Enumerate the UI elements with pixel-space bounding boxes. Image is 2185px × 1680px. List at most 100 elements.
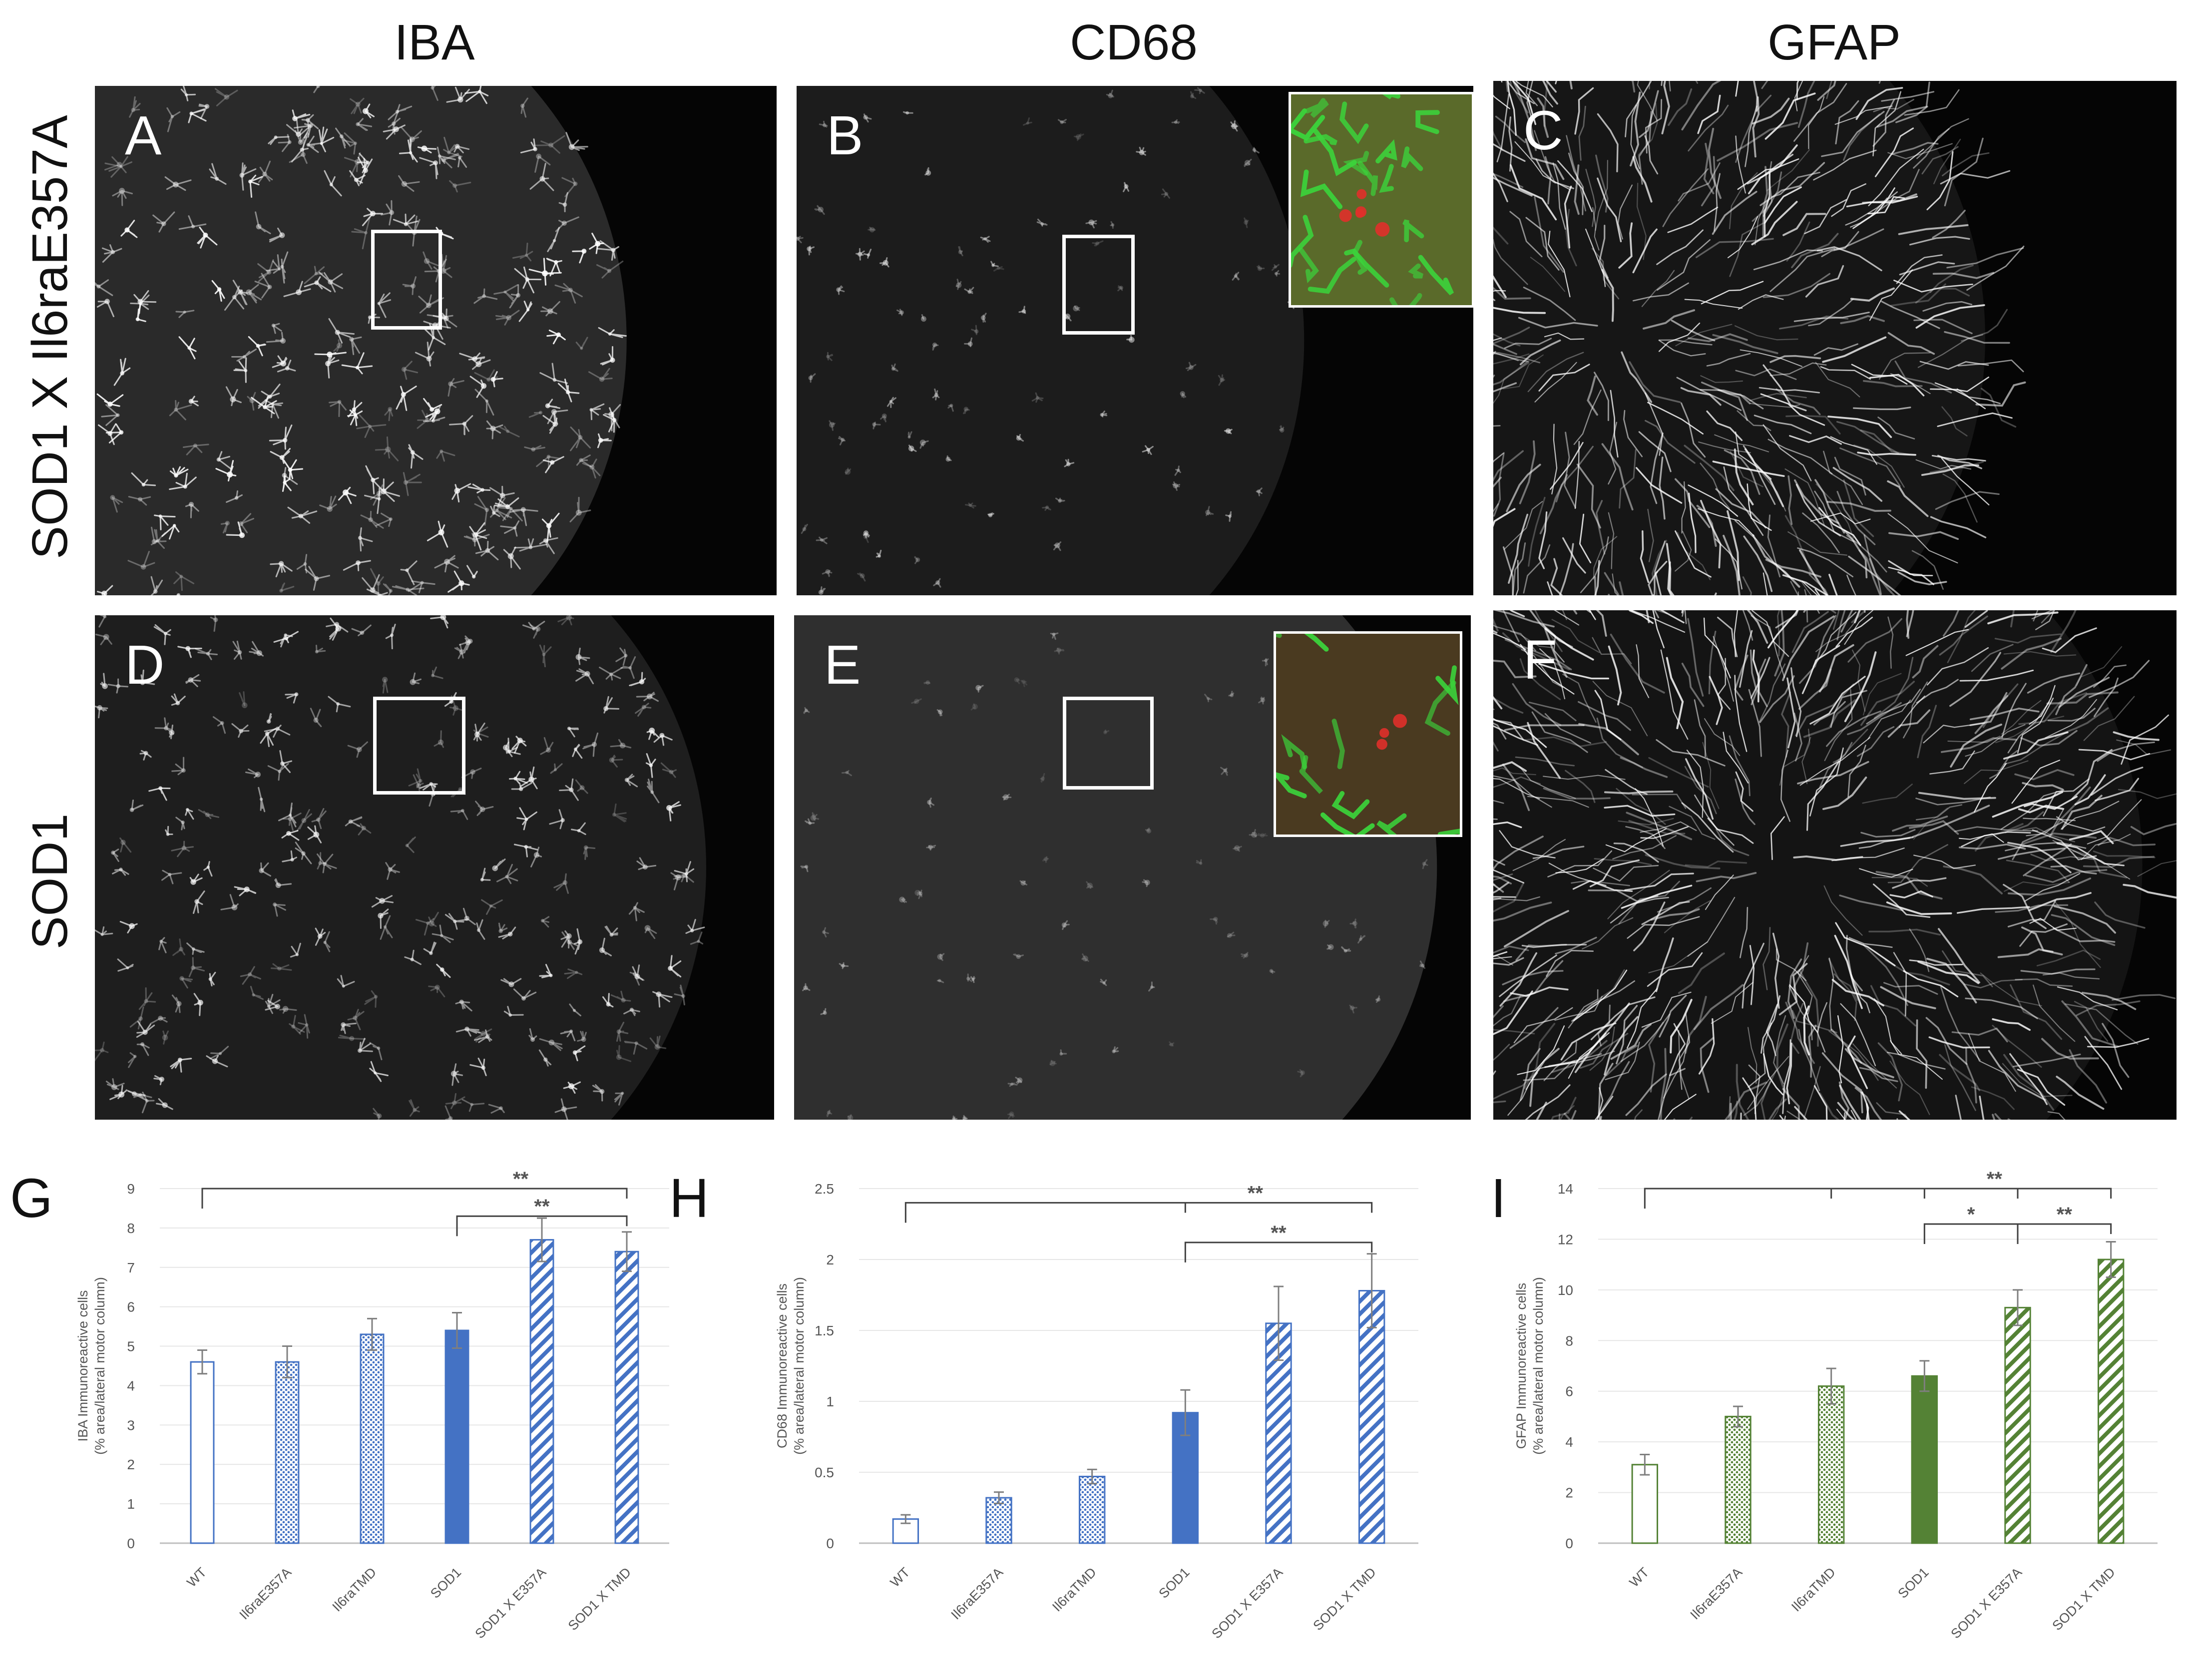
significance-label: ** bbox=[1248, 1182, 1264, 1204]
x-tick-label: WT bbox=[184, 1565, 209, 1590]
panel-letter: B bbox=[827, 105, 864, 166]
y-tick-label: 0 bbox=[1565, 1536, 1573, 1551]
error-bar bbox=[537, 1217, 547, 1262]
bar-il6rae357a bbox=[275, 1361, 300, 1544]
bar-sod1-x-tmd bbox=[614, 1251, 639, 1544]
y-tick-label: 8 bbox=[1565, 1333, 1573, 1348]
micrograph-panel-e: E bbox=[794, 615, 1471, 1120]
y-tick-label: 1.5 bbox=[815, 1323, 834, 1338]
error-bar bbox=[1274, 1285, 1284, 1361]
bar-sod1-x-e357a bbox=[2004, 1306, 2031, 1544]
y-tick-label: 8 bbox=[127, 1221, 135, 1236]
bar-sod1 bbox=[1911, 1375, 1938, 1544]
micrograph-panel-a: A bbox=[95, 86, 777, 595]
x-tick-label: SOD1 X TMD bbox=[565, 1565, 634, 1634]
significance-bracket bbox=[904, 1202, 1373, 1223]
significance-bracket bbox=[201, 1188, 628, 1209]
bar-il6rae357a bbox=[985, 1497, 1012, 1544]
significance-label: ** bbox=[2057, 1204, 2073, 1226]
bar-sod1-x-tmd bbox=[2097, 1259, 2125, 1544]
x-tick-label: WT bbox=[1627, 1565, 1652, 1590]
error-bar bbox=[994, 1491, 1004, 1504]
column-header-cd68: CD68 bbox=[1070, 14, 1198, 70]
panel-letter: F bbox=[1523, 629, 1557, 691]
y-tick-label: 6 bbox=[1565, 1384, 1573, 1399]
error-bar bbox=[197, 1349, 207, 1375]
merged-inset-image bbox=[1274, 631, 1462, 837]
significance-bracket bbox=[2017, 1223, 2112, 1244]
y-tick-label: 2 bbox=[1565, 1485, 1573, 1501]
y-tick-label: 4 bbox=[127, 1378, 135, 1393]
y-axis-label: GFAP Immunoreactive cells (% area/lateral… bbox=[1514, 1277, 1546, 1455]
y-tick-label: 3 bbox=[127, 1417, 135, 1433]
x-tick-label: Il6raTMD bbox=[1788, 1565, 1838, 1615]
error-bar bbox=[622, 1231, 632, 1272]
y-tick-label: 4 bbox=[1565, 1434, 1573, 1450]
y-tick-label: 14 bbox=[1558, 1181, 1573, 1197]
micrograph-texture bbox=[1493, 81, 2177, 595]
panel-letter: C bbox=[1523, 100, 1563, 161]
inset-texture bbox=[1291, 94, 1472, 305]
significance-bracket bbox=[456, 1215, 628, 1237]
error-bar bbox=[452, 1312, 462, 1349]
error-bar bbox=[900, 1514, 911, 1524]
error-bar bbox=[1733, 1405, 1743, 1428]
x-tick-label: SOD1 X E357A bbox=[1948, 1565, 2025, 1642]
x-tick-label: WT bbox=[887, 1565, 913, 1590]
error-bar bbox=[1640, 1454, 1650, 1476]
y-tick-label: 2.5 bbox=[815, 1181, 834, 1197]
y-tick-label: 6 bbox=[127, 1299, 135, 1315]
x-tick-label: Il6raE357A bbox=[948, 1565, 1006, 1623]
panel-letter: A bbox=[125, 105, 162, 166]
significance-label: ** bbox=[513, 1168, 529, 1190]
row-header-sod1-x-il6rae357a: SOD1 X Il6raE357A bbox=[22, 115, 78, 559]
row-header-sod1: SOD1 bbox=[22, 813, 78, 950]
x-tick-label: SOD1 X TMD bbox=[2049, 1565, 2118, 1634]
bar-il6ratmd bbox=[1817, 1385, 1845, 1544]
significance-label: * bbox=[1967, 1204, 1975, 1226]
micrograph-panel-c: C bbox=[1493, 81, 2177, 595]
y-tick-label: 1 bbox=[127, 1496, 135, 1512]
column-header-iba: IBA bbox=[394, 14, 475, 70]
micrograph-texture bbox=[95, 86, 777, 595]
micrograph-panel-b: B bbox=[797, 86, 1473, 595]
y-tick-label: 7 bbox=[127, 1260, 135, 1275]
x-tick-label: SOD1 X TMD bbox=[1310, 1565, 1379, 1634]
bar-sod1-x-e357a bbox=[529, 1239, 554, 1544]
significance-bracket bbox=[1644, 1188, 2112, 1209]
y-tick-label: 2 bbox=[127, 1457, 135, 1472]
y-tick-label: 1 bbox=[826, 1394, 834, 1409]
chart-letter-i: I bbox=[1491, 1168, 1506, 1229]
x-tick-label: SOD1 bbox=[1895, 1565, 1931, 1601]
micrograph-panel-d: D bbox=[95, 615, 774, 1120]
column-header-gfap: GFAP bbox=[1767, 14, 1901, 70]
significance-bracket bbox=[1184, 1242, 1373, 1262]
bar-sod1 bbox=[444, 1329, 469, 1544]
error-bar bbox=[1180, 1389, 1191, 1436]
x-tick-label: SOD1 bbox=[1156, 1565, 1192, 1601]
y-tick-label: 10 bbox=[1558, 1282, 1573, 1298]
x-tick-label: SOD1 X E357A bbox=[1209, 1565, 1286, 1642]
x-tick-label: SOD1 bbox=[428, 1565, 464, 1601]
inset-texture bbox=[1276, 634, 1460, 835]
bar-il6rae357a bbox=[1725, 1415, 1751, 1544]
micrograph-texture bbox=[95, 615, 774, 1120]
error-bar bbox=[1087, 1468, 1097, 1485]
y-tick-label: 2 bbox=[826, 1252, 834, 1267]
error-bar bbox=[2106, 1241, 2116, 1278]
roi-box bbox=[371, 230, 442, 330]
y-tick-label: 12 bbox=[1558, 1232, 1573, 1247]
x-tick-label: Il6raE357A bbox=[237, 1565, 295, 1623]
y-tick-label: 0.5 bbox=[815, 1465, 834, 1480]
error-bar bbox=[1919, 1360, 1930, 1392]
merged-inset-image bbox=[1289, 92, 1473, 308]
panel-letter: D bbox=[125, 634, 165, 696]
bar-wt bbox=[1631, 1464, 1659, 1544]
chart-letter-g: G bbox=[10, 1168, 53, 1229]
bar-chart-gfap: 0 2 4 6 8 10 12 14 GFAP Immunoreactive cells (% a… bbox=[1514, 1168, 2158, 1642]
bar-chart-cd68: 0 0.5 1 1.5 2 2.5 CD68 Immunoreactive cells (% … bbox=[775, 1181, 1418, 1642]
y-tick-label: 5 bbox=[127, 1339, 135, 1354]
bar-il6ratmd bbox=[360, 1333, 385, 1544]
x-tick-label: SOD1 X E357A bbox=[472, 1565, 549, 1642]
error-bar bbox=[2013, 1289, 2023, 1326]
